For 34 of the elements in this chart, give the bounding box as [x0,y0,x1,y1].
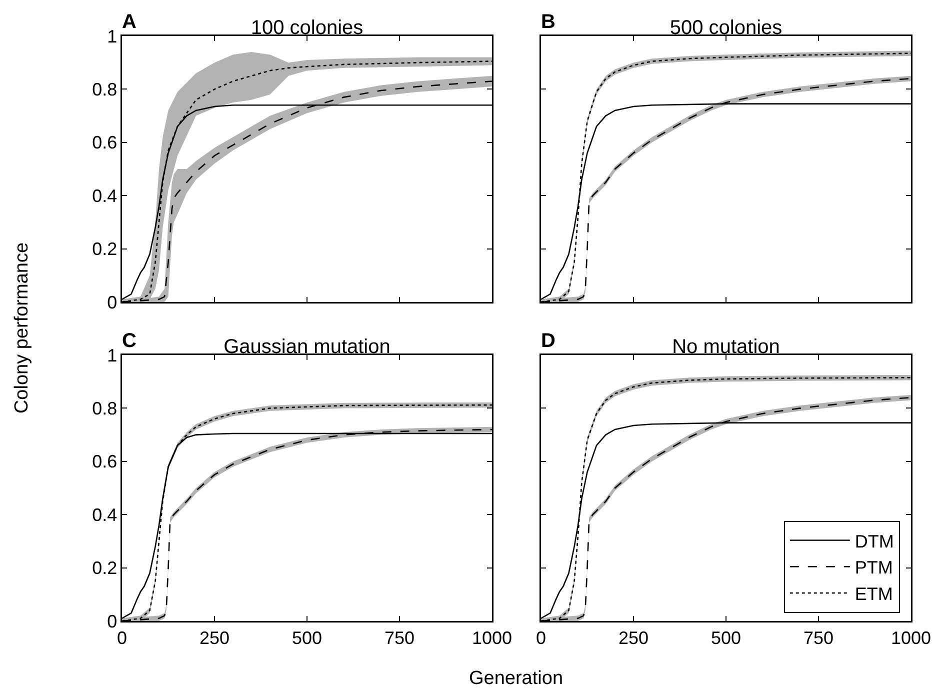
text: D [541,330,556,352]
y-tick-label: 1 [107,26,118,46]
x-tick-label: 750 [384,628,415,648]
y-tick-label: 1 [107,345,118,366]
y-axis-title: Colony performance [11,242,34,414]
y-tick-label: 0.2 [92,558,118,578]
x-tick-label: 1000 [890,628,932,648]
y-tick-label: 0.8 [92,80,118,100]
chart-title: No mutation [672,336,780,358]
chart-title: 500 colonies [670,17,782,39]
text: A [122,11,136,33]
x-tick-label: 250 [199,628,230,648]
x-tick-label: 500 [292,628,322,648]
x-tick-label: 1000 [472,628,512,648]
chart-title: Gaussian mutation [224,336,390,358]
x-tick-label: 500 [710,628,742,648]
legend-label: PTM [854,558,893,578]
y-tick-label: 0.6 [92,132,118,153]
y-tick-label: 0.2 [92,239,118,260]
chart-title: 100 colonies [250,17,364,39]
y-tick-label: 0.6 [92,452,118,472]
legend-label: ETM [854,584,893,604]
y-tick-label: 0.4 [92,504,118,525]
text: B [541,11,556,33]
x-axis-title: Generation [469,668,564,690]
legend-label: DTM [854,531,894,552]
y-tick-label: 0.8 [92,398,118,418]
x-tick-label: 0 [536,628,546,648]
y-tick-label: 0 [107,611,118,632]
y-tick-label: 0.4 [92,186,118,206]
text: C [122,330,136,352]
x-tick-label: 250 [618,628,649,648]
y-tick-label: 0 [107,292,118,312]
x-tick-label: 750 [803,628,834,648]
